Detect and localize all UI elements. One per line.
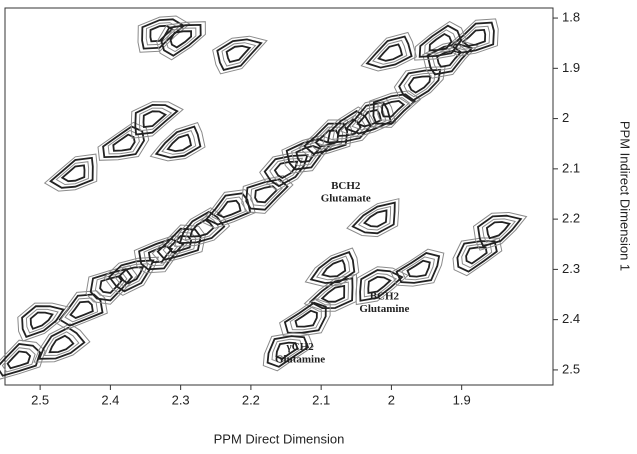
peak xyxy=(34,324,90,362)
y-tick-label: 2.1 xyxy=(562,160,580,175)
chart: PPM Direct Dimension PPM Indirect Dimens… xyxy=(0,0,637,454)
peak xyxy=(98,122,149,160)
peak xyxy=(45,154,97,191)
x-axis-title: PPM Direct Dimension xyxy=(214,431,345,446)
peak xyxy=(175,208,230,247)
x-tick-label: 2.5 xyxy=(31,392,49,407)
y-tick-label: 2.4 xyxy=(562,311,580,326)
x-tick-label: 2.1 xyxy=(312,392,330,407)
y-tick-label: 1.9 xyxy=(562,60,580,75)
peak xyxy=(0,340,45,379)
page: PPM Direct Dimension PPM Indirect Dimens… xyxy=(0,0,637,454)
x-tick-label: 2.3 xyxy=(172,392,190,407)
y-tick-label: 2.2 xyxy=(562,211,580,226)
annotation: Glutamate xyxy=(321,193,371,205)
x-tick-label: 2 xyxy=(388,392,395,407)
contour-line xyxy=(98,122,149,160)
x-tick-label: 2.4 xyxy=(101,392,119,407)
peak xyxy=(152,225,205,263)
x-tick-label: 1.9 xyxy=(453,392,471,407)
peak xyxy=(86,266,137,305)
peak xyxy=(394,67,445,105)
y-tick-label: 2 xyxy=(562,110,569,125)
contour-line xyxy=(394,67,445,105)
y-tick-label: 2.5 xyxy=(562,361,580,376)
contour-line xyxy=(45,154,97,191)
annotation: γCH2 xyxy=(285,341,314,353)
y-tick-label: 2.3 xyxy=(562,261,580,276)
annotation: BCH2 xyxy=(370,291,400,303)
annotation: BCH2 xyxy=(331,180,361,192)
x-tick-label: 2.2 xyxy=(242,392,260,407)
peak xyxy=(213,36,267,74)
y-axis-title: PPM Indirect Dimension 1 xyxy=(618,121,633,271)
y-tick-label: 1.8 xyxy=(562,9,580,24)
contour-line xyxy=(275,162,297,178)
annotation: Glutamine xyxy=(359,303,409,315)
contour-line xyxy=(22,306,63,337)
peak xyxy=(361,33,416,72)
contour-line xyxy=(409,76,430,92)
peak xyxy=(18,303,69,341)
plot-frame xyxy=(5,8,553,385)
annotation: Glutamine xyxy=(275,353,325,365)
